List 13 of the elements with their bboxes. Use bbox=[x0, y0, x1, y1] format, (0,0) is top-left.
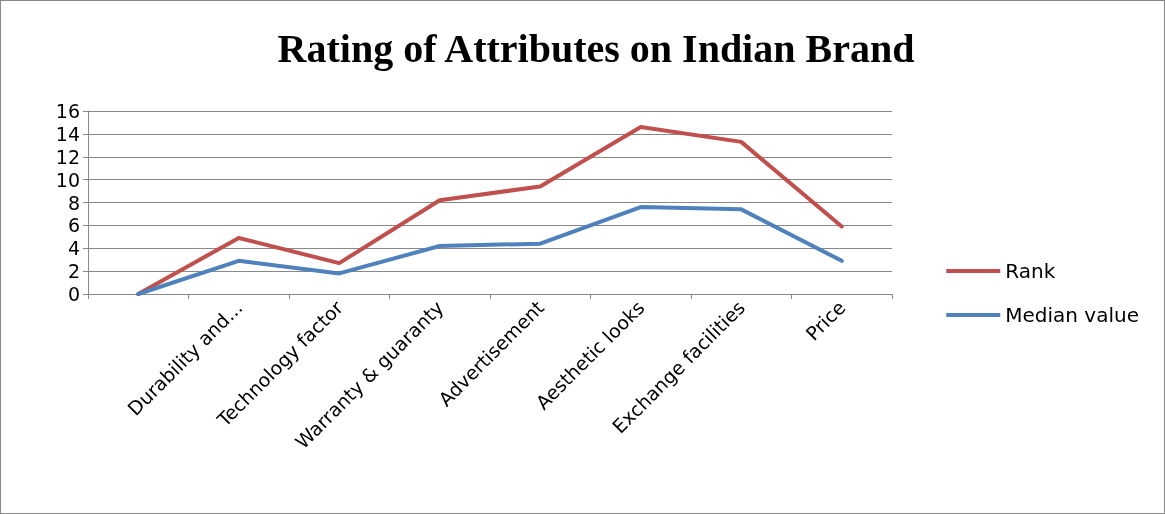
y-tick-label: 16 bbox=[55, 100, 80, 122]
y-tick-label: 10 bbox=[55, 168, 80, 191]
y-tick-label: 8 bbox=[67, 191, 80, 214]
y-tick-label: 12 bbox=[55, 145, 80, 168]
y-tick-label: 2 bbox=[67, 260, 80, 283]
y-tick-label: 4 bbox=[67, 237, 80, 260]
legend-label: Median value bbox=[1005, 303, 1139, 327]
chart-title: Rating of Attributes on Indian Brand bbox=[277, 25, 915, 71]
y-tick-label: 14 bbox=[55, 122, 80, 145]
y-tick-label: 0 bbox=[67, 283, 80, 305]
line-series bbox=[136, 205, 844, 296]
y-tick-label: 6 bbox=[67, 214, 80, 237]
legend-label: Rank bbox=[1005, 259, 1056, 283]
